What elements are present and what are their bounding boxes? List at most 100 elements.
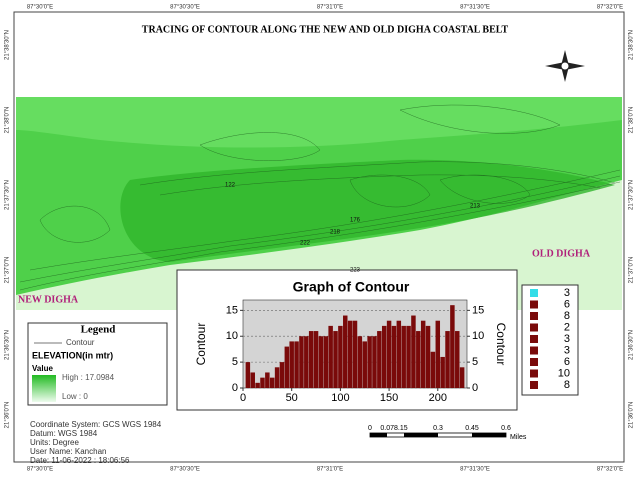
north-arrow: [545, 50, 585, 82]
bar: [445, 331, 450, 388]
contour-label: 122: [225, 183, 236, 189]
contour-label: 222: [300, 241, 311, 247]
scale-bar-segment: [472, 433, 506, 437]
dune-ridge: [120, 159, 616, 262]
y-tick-label: 15: [226, 304, 238, 316]
y-axis-label: Contour: [194, 323, 208, 366]
right-coord: 21°37'30"N: [629, 180, 635, 210]
bottom-coord: 87°30'0"E: [27, 467, 53, 473]
bar: [304, 336, 309, 388]
bar: [357, 336, 363, 388]
bar: [245, 362, 251, 388]
x-tick-label: 150: [380, 392, 398, 404]
legend-contour: Contour: [66, 338, 95, 347]
bar: [459, 367, 465, 388]
legend-label: 6: [564, 356, 570, 368]
right-coord: 21°37'0"N: [629, 257, 635, 284]
map-info: Units: Degree: [30, 438, 79, 447]
bar: [396, 320, 402, 388]
bar: [352, 320, 358, 388]
bar: [381, 325, 387, 388]
y-tick-label: 5: [232, 356, 238, 368]
scale-label: 0.6: [501, 425, 511, 432]
legend-label: 6: [564, 298, 570, 310]
bar: [274, 367, 280, 388]
bar: [406, 325, 411, 388]
top-coord: 87°32'0"E: [597, 5, 623, 11]
legend-swatch: [530, 335, 538, 343]
right-coord: 21°38'30"N: [629, 30, 635, 60]
bar: [362, 341, 367, 388]
bar: [284, 346, 290, 388]
bar: [425, 325, 431, 388]
bar: [294, 341, 299, 388]
bar: [323, 336, 329, 388]
legend-swatch: [530, 358, 538, 366]
bar: [455, 331, 460, 388]
top-coord: 87°31'30"E: [460, 5, 490, 11]
bar: [289, 341, 294, 388]
map-info: Coordinate System: GCS WGS 1984: [30, 420, 162, 429]
bar: [401, 325, 406, 388]
legend-swatch: [530, 346, 538, 355]
bar: [420, 320, 426, 388]
scale-unit: Miles: [510, 434, 527, 441]
left-coord: 21°36'0"N: [5, 402, 11, 429]
x-tick-label: 0: [240, 392, 246, 404]
map-info: Date: 11-06-2022 : 18:06:56: [30, 456, 130, 465]
y2-tick-label: 5: [472, 356, 478, 368]
contour-label: 223: [350, 268, 361, 274]
legend-swatch: [530, 300, 538, 309]
bar: [450, 305, 455, 388]
legend-label: 3: [564, 287, 570, 299]
map-title: TRACING OF CONTOUR ALONG THE NEW AND OLD…: [142, 24, 509, 35]
left-coord: 21°37'30"N: [5, 180, 11, 210]
bottom-coord: 87°31'0"E: [317, 467, 343, 473]
legend-label: 8: [564, 310, 570, 322]
bar: [386, 320, 392, 388]
top-coord: 87°31'0"E: [317, 5, 343, 11]
bar: [308, 331, 314, 388]
left-coord: 21°36'30"N: [5, 330, 11, 360]
bar: [318, 336, 324, 388]
bar: [347, 320, 353, 388]
left-coord: 21°38'0"N: [5, 107, 11, 134]
bar: [338, 325, 343, 388]
bar: [435, 320, 441, 388]
map-info: User Name: Kanchan: [30, 447, 106, 456]
x-tick-label: 200: [429, 392, 447, 404]
bar: [440, 356, 445, 388]
legend-swatch: [530, 289, 538, 297]
scale-bar-segment: [370, 433, 387, 437]
legend-box: [27, 322, 168, 406]
bar: [255, 382, 260, 388]
place-label: OLD DIGHA: [532, 248, 591, 259]
contour-label: 176: [350, 218, 361, 224]
bar: [313, 331, 319, 388]
bar: [377, 331, 382, 388]
legend-label: 8: [564, 379, 570, 391]
legend-label: 10: [558, 367, 570, 379]
top-coord: 87°30'0"E: [27, 5, 53, 11]
bottom-coord: 87°32'0"E: [597, 467, 623, 473]
bottom-coord: 87°31'30"E: [460, 467, 490, 473]
bar: [250, 372, 255, 388]
right-coord: 21°36'30"N: [629, 330, 635, 360]
bar: [343, 315, 348, 388]
y-tick-label: 0: [232, 382, 238, 394]
bar: [260, 377, 265, 388]
bottom-coord: 87°30'30"E: [170, 467, 200, 473]
bar: [269, 377, 275, 388]
legend-ramp: [32, 375, 56, 402]
legend-swatch: [530, 369, 538, 378]
left-coord: 21°37'0"N: [5, 257, 11, 284]
legend-elevation: ELEVATION(in mtr): [32, 350, 113, 360]
legend-swatch: [530, 312, 538, 320]
legend-label: 3: [564, 344, 570, 356]
bar: [265, 372, 270, 388]
bar: [299, 336, 304, 388]
legend-swatch: [530, 381, 538, 389]
contour-lines: [19, 104, 621, 291]
scale-label: 0.3: [433, 425, 443, 432]
